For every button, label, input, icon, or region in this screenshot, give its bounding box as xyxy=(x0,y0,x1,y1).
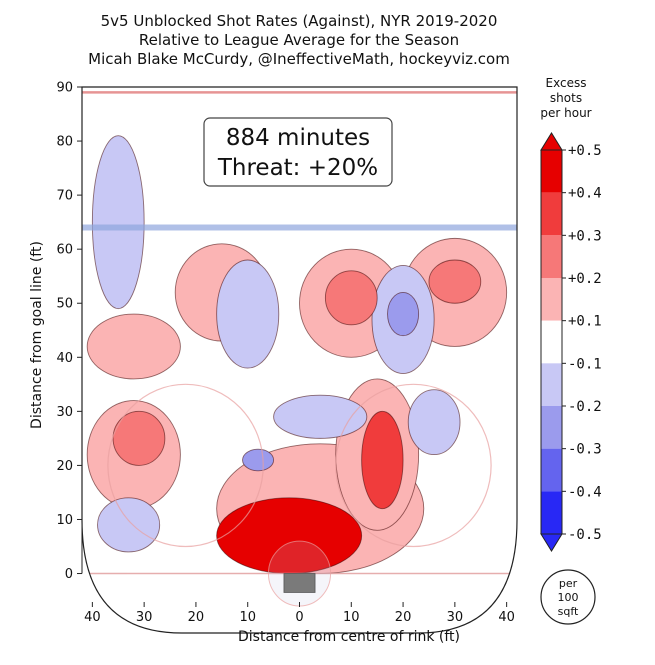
x-tick-label-4: 0 xyxy=(295,610,303,625)
heatmap-region-9 xyxy=(216,259,280,369)
y-tick-label-20: 20 xyxy=(56,459,73,474)
heatmap-region-14 xyxy=(324,270,378,326)
y-tick-label-40: 40 xyxy=(56,351,73,366)
colorbar-tick-label-3: +0.2 xyxy=(568,271,602,287)
y-tick-label-90: 90 xyxy=(56,81,73,96)
heatmap-region-15 xyxy=(428,259,482,304)
unit-badge: per 100 sqft xyxy=(540,569,596,625)
colorbar-tick-label-9: -0.5 xyxy=(568,527,602,543)
colorbar-band-8 xyxy=(541,448,562,492)
x-tick-label-2: 20 xyxy=(188,610,205,625)
annotation-box xyxy=(203,117,393,187)
threat-annotation: 884 minutes Threat: +20% xyxy=(203,117,393,187)
heatmap-region-13 xyxy=(97,497,161,553)
colorbar-tick-label-5: -0.1 xyxy=(568,356,602,372)
colorbar-band-5 xyxy=(541,320,562,364)
chart-title-line-3: Micah Blake McCurdy, @IneffectiveMath, h… xyxy=(88,50,510,68)
heatmap-region-11 xyxy=(407,389,461,456)
goal-net xyxy=(283,573,316,593)
heatmap-region-6 xyxy=(86,313,181,380)
colorbar-tick-label-7: -0.3 xyxy=(568,442,602,458)
colorbar-band-7 xyxy=(541,406,562,449)
x-tick-label-6: 20 xyxy=(395,610,412,625)
y-axis: 0 10 20 30 40 50 60 70 80 90 xyxy=(56,81,83,582)
y-tick-label-10: 10 xyxy=(56,513,73,528)
colorbar-outline xyxy=(540,149,563,535)
colorbar-tick-label-4: +0.1 xyxy=(568,314,602,330)
colorbar-bottom-arrow xyxy=(540,533,563,552)
colorbar-title-line-1: Excess xyxy=(546,76,587,90)
x-tick-label-1: 30 xyxy=(136,610,153,625)
colorbar-title-line-3: per hour xyxy=(540,106,591,120)
rink-boards xyxy=(81,86,518,634)
unit-badge-circle xyxy=(540,569,596,625)
heatmap-region-8 xyxy=(91,135,145,310)
y-tick-label-60: 60 xyxy=(56,243,73,258)
faceoff-circle-left xyxy=(107,383,264,548)
y-tick-label-80: 80 xyxy=(56,135,73,150)
unit-badge-line-3: sqft xyxy=(558,605,579,618)
chart-title-line-1: 5v5 Unblocked Shot Rates (Against), NYR … xyxy=(101,12,498,30)
unit-badge-line-2: 100 xyxy=(558,591,579,604)
x-tick-label-0: 40 xyxy=(84,610,101,625)
colorbar-band-4 xyxy=(541,278,562,321)
colorbar-band-2 xyxy=(541,192,562,236)
x-tick-label-5: 10 xyxy=(343,610,360,625)
x-axis: 40 30 20 10 0 10 20 30 40 xyxy=(84,602,515,625)
heatmap-region-12 xyxy=(273,394,368,439)
heatmap-regions xyxy=(86,135,508,574)
y-tick-label-70: 70 xyxy=(56,189,73,204)
colorbar-tick-label-6: -0.2 xyxy=(568,399,602,415)
colorbar-tick-label-1: +0.4 xyxy=(568,186,602,202)
chart-title-line-2: Relative to League Average for the Seaso… xyxy=(139,31,459,49)
colorbar-tick-label-0: +0.5 xyxy=(568,143,602,159)
colorbar-top-arrow xyxy=(540,132,563,151)
heatmap-region-16 xyxy=(112,410,166,466)
unit-badge-line-1: per xyxy=(559,577,578,590)
annotation-threat: Threat: +20% xyxy=(217,155,378,181)
y-tick-label-30: 30 xyxy=(56,405,73,420)
y-tick-label-50: 50 xyxy=(56,297,73,312)
colorbar-band-9 xyxy=(541,491,562,534)
x-tick-label-8: 40 xyxy=(498,610,515,625)
rink-markings xyxy=(82,91,517,607)
colorbar-tick-label-2: +0.3 xyxy=(568,228,602,244)
heatmap-region-19 xyxy=(361,410,404,510)
annotation-minutes: 884 minutes xyxy=(226,125,370,151)
y-axis-label: Distance from goal line (ft) xyxy=(29,241,45,429)
colorbar-band-3 xyxy=(541,235,562,278)
heatmap-region-17 xyxy=(387,291,420,337)
colorbar-band-1 xyxy=(541,150,562,193)
faceoff-circle-right xyxy=(335,383,492,548)
y-tick-label-0: 0 xyxy=(65,567,73,582)
colorbar-tick-label-8: -0.4 xyxy=(568,484,602,500)
colorbar-band-6 xyxy=(541,363,562,406)
x-tick-label-7: 30 xyxy=(447,610,464,625)
x-tick-label-3: 10 xyxy=(239,610,256,625)
colorbar-title-line-2: shots xyxy=(550,91,582,105)
heatmap-region-18 xyxy=(242,448,275,472)
x-axis-label: Distance from centre of rink (ft) xyxy=(238,629,460,645)
colorbar: +0.5 +0.4 +0.3 +0.2 +0.1 -0.1 -0.2 -0.3 -0.4 -0.5 xyxy=(540,132,602,552)
